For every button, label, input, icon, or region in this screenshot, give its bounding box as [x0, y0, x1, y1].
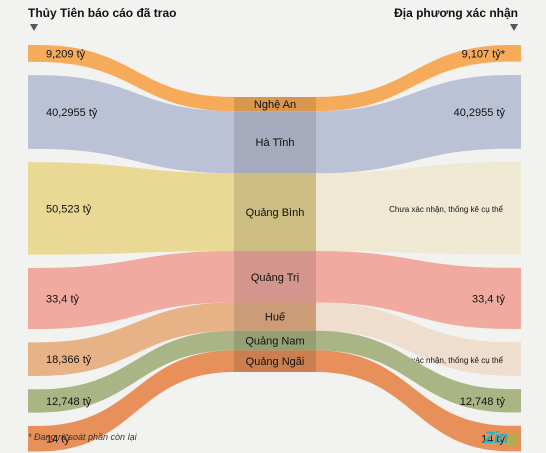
right-bar-quang-ngai: [511, 425, 521, 452]
node-shade-nghe-an: [234, 97, 316, 112]
confirmed-label-hue: Chưa xác nhận, thống kê cụ thể: [389, 356, 503, 365]
node-quang-binh: [234, 173, 316, 252]
reported-label-quang-binh: 50,523 tỷ: [46, 203, 92, 215]
left-flow-quang-ngai: [38, 350, 234, 452]
right-column-title: Địa phương xác nhận: [394, 6, 518, 20]
right-bar-nghe-an: [511, 45, 521, 62]
left-bar-quang-binh: [28, 162, 38, 255]
left-bar-nghe-an: [28, 45, 38, 62]
left-column-title: Thủy Tiên báo cáo đã trao: [28, 6, 177, 20]
left-flow-hue: [38, 302, 234, 376]
left-flow-quang-nam: [38, 330, 234, 413]
right-arrow-icon: [510, 24, 518, 31]
confirmed-label-quang-ngai: 14 tỷ: [481, 434, 505, 446]
right-flow-ha-tinh: [316, 74, 511, 174]
left-bar-ha-tinh: [28, 75, 38, 149]
left-flow-quang-binh: [38, 162, 234, 255]
right-flow-hue: [316, 302, 511, 376]
confirmed-label-quang-binh: Chưa xác nhận, thống kê cụ thể: [389, 205, 503, 214]
zing-logo: Zing: [484, 428, 518, 447]
node-shade-ha-tinh: [234, 111, 316, 174]
right-flow-quang-ngai: [316, 350, 511, 452]
reported-label-quang-tri: 33,4 tỷ: [46, 294, 80, 306]
reported-label-ha-tinh: 40,2955 tỷ: [46, 107, 98, 119]
reported-label-nghe-an: 9,209 tỷ: [46, 48, 86, 60]
reported-label-hue: 18,366 tỷ: [46, 354, 92, 366]
right-flow-quang-nam: [316, 330, 511, 413]
node-label-nghe-an: Nghệ An: [254, 99, 296, 111]
left-flow-quang-tri: [38, 251, 234, 330]
left-bar-quang-tri: [28, 267, 38, 330]
reported-label-quang-ngai: 14 tỷ: [46, 434, 70, 446]
reported-label-quang-nam: 12,748 tỷ: [46, 396, 92, 408]
left-flow-nghe-an: [38, 45, 234, 112]
left-bar-quang-ngai: [28, 425, 38, 452]
footnote: * Đang rà soát phần còn lại: [28, 432, 137, 442]
node-nghe-an: [234, 97, 316, 112]
right-bar-quang-nam: [511, 389, 521, 413]
confirmed-label-quang-tri: 33,4 tỷ: [472, 293, 506, 305]
right-bar-quang-tri: [511, 267, 521, 329]
left-flow-ha-tinh: [38, 75, 234, 174]
left-arrow-icon: [30, 24, 38, 31]
right-bar-quang-binh: [511, 162, 521, 255]
node-shade-quang-binh: [234, 173, 316, 252]
right-flow-quang-binh: [316, 162, 511, 255]
node-quang-ngai: [234, 350, 316, 372]
right-flow-quang-tri: [316, 251, 511, 329]
node-shade-hue: [234, 302, 316, 331]
node-label-quang-ngai: Quảng Ngãi: [246, 356, 305, 368]
right-bar-hue: [511, 342, 521, 376]
node-hue: [234, 302, 316, 331]
node-quang-nam: [234, 330, 316, 351]
node-label-quang-tri: Quảng Trị: [251, 272, 299, 284]
confirmed-label-quang-nam: 12,748 tỷ: [460, 396, 506, 408]
right-bar-ha-tinh: [511, 74, 521, 149]
node-quang-tri: [234, 251, 316, 303]
node-label-hue: Huế: [265, 312, 285, 324]
node-label-quang-nam: Quảng Nam: [245, 336, 304, 348]
confirmed-label-ha-tinh: 40,2955 tỷ: [454, 107, 506, 119]
node-ha-tinh: [234, 111, 316, 174]
confirmed-label-nghe-an: 9,107 tỷ*: [462, 48, 506, 60]
left-bar-hue: [28, 342, 38, 376]
left-bar-quang-nam: [28, 389, 38, 413]
node-label-quang-binh: Quảng Bình: [246, 207, 305, 219]
node-label-ha-tinh: Hà Tĩnh: [256, 137, 295, 149]
node-shade-quang-ngai: [234, 350, 316, 372]
node-shade-quang-tri: [234, 251, 316, 303]
right-flow-nghe-an: [316, 45, 511, 112]
node-shade-quang-nam: [234, 330, 316, 351]
